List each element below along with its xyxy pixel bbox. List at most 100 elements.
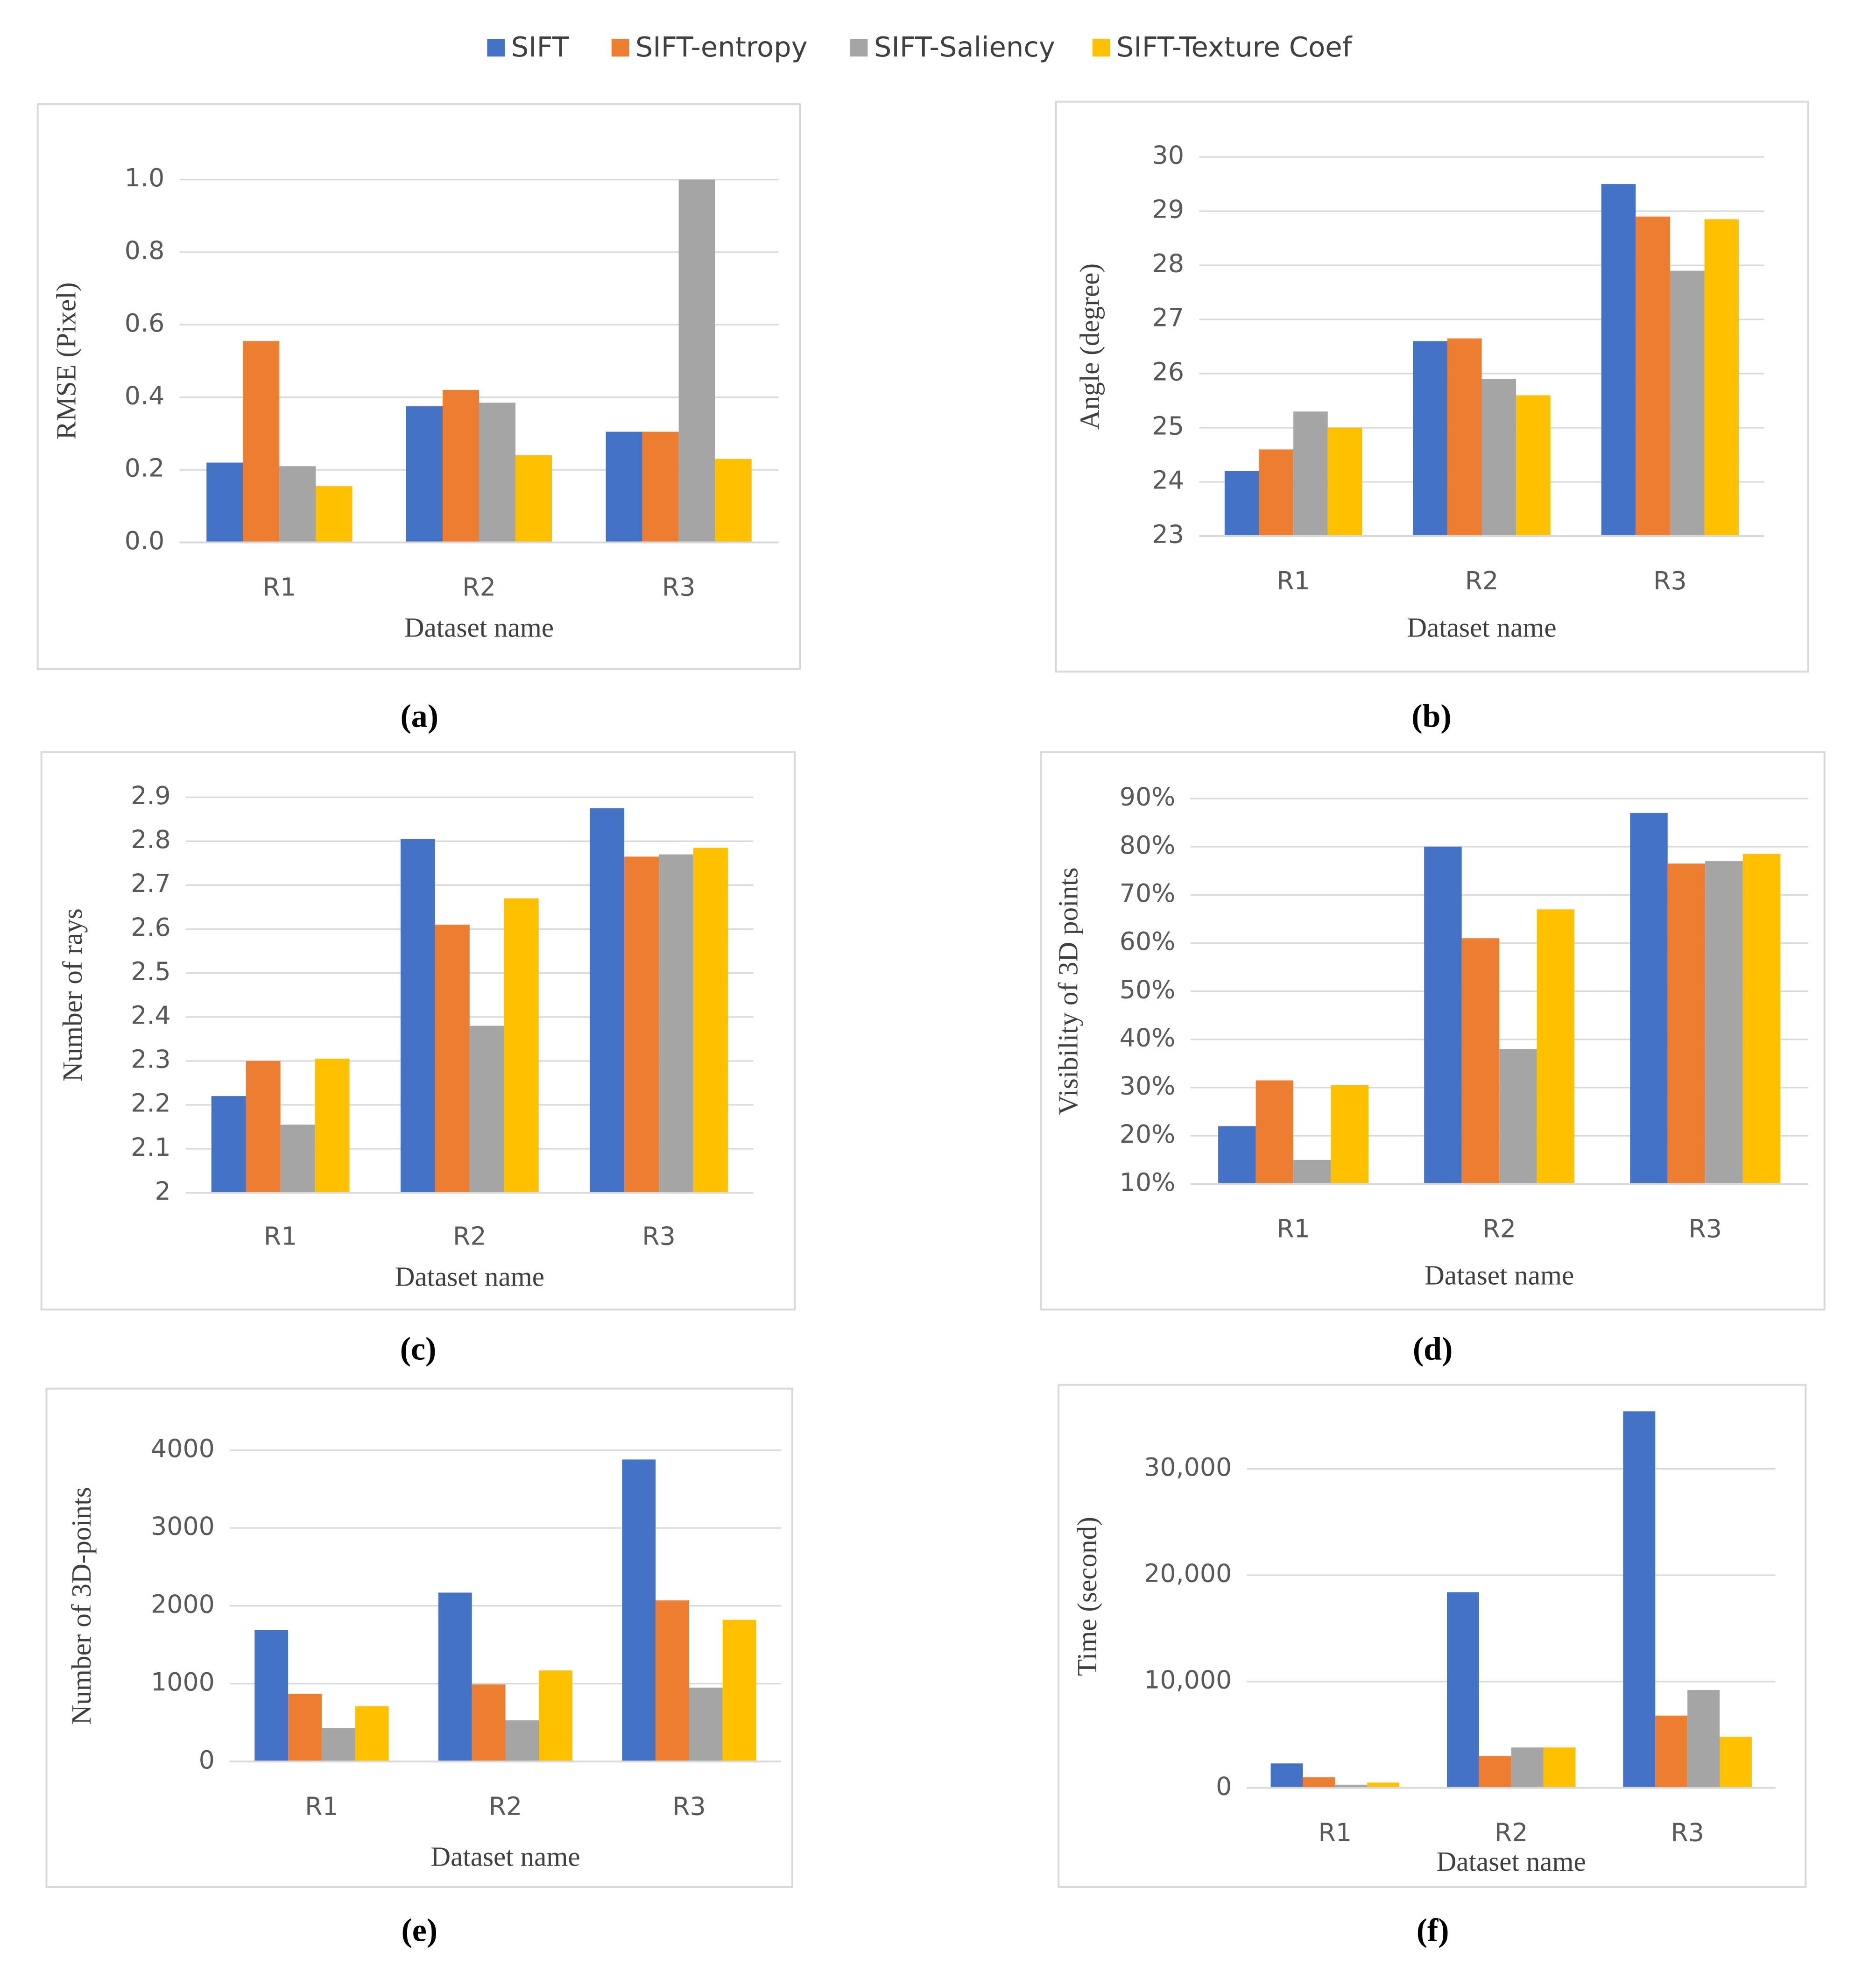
x-tick-label: R2: [1482, 1214, 1516, 1244]
bar: [1447, 338, 1482, 537]
legend-swatch: [487, 39, 505, 57]
bar: [479, 403, 516, 543]
y-tick-label: 0.0: [125, 526, 165, 555]
bar: [590, 808, 625, 1193]
bar: [1742, 854, 1781, 1184]
y-tick-label: 2.1: [131, 1132, 171, 1162]
bar: [211, 1096, 246, 1193]
x-tick-label: R3: [1671, 1818, 1704, 1847]
bar: [1259, 449, 1294, 537]
x-tick-label: R1: [264, 1222, 297, 1251]
panel-label: (b): [1411, 699, 1451, 735]
bar: [406, 406, 443, 543]
y-tick-label: 2000: [151, 1589, 215, 1619]
bar: [504, 898, 539, 1193]
x-tick-label: R1: [1277, 566, 1310, 595]
y-tick-label: 1.0: [125, 163, 165, 192]
x-tick-label: R3: [662, 573, 696, 602]
bar: [1424, 847, 1462, 1184]
bar: [206, 462, 243, 543]
legend-label: SIFT-Saliency: [874, 31, 1055, 63]
y-tick-label: 2.2: [131, 1089, 171, 1118]
bar: [1293, 411, 1328, 537]
bar: [1461, 938, 1500, 1184]
panel-label: (c): [400, 1331, 437, 1367]
bar: [715, 459, 752, 543]
y-tick-label: 2.8: [131, 825, 171, 854]
x-tick-label: R1: [1277, 1214, 1310, 1244]
y-tick-label: 0.6: [125, 308, 165, 338]
y-axis-title: Visibility of 3D points: [1053, 868, 1084, 1115]
y-axis-title: Time (second): [1072, 1517, 1102, 1676]
bar: [1293, 1160, 1331, 1184]
y-tick-label: 2.7: [131, 869, 171, 898]
y-tick-label: 20,000: [1144, 1559, 1232, 1588]
bar: [1623, 1411, 1656, 1788]
x-tick-label: R2: [462, 573, 496, 602]
bar: [400, 839, 435, 1193]
panel-frame: [36, 103, 801, 671]
bar: [1413, 341, 1447, 537]
y-tick-label: 2.9: [131, 781, 171, 810]
legend-swatch: [1092, 39, 1110, 57]
x-axis-title: Dataset name: [1407, 612, 1556, 643]
bar: [689, 1687, 723, 1762]
bar: [280, 1124, 315, 1193]
x-tick-label: R2: [489, 1791, 522, 1821]
bar: [1499, 1049, 1537, 1184]
y-tick-label: 0.4: [125, 381, 165, 410]
x-axis-title: Dataset name: [430, 1841, 580, 1872]
x-tick-label: R1: [305, 1791, 339, 1821]
bar: [321, 1728, 355, 1762]
y-tick-label: 2.3: [131, 1045, 171, 1074]
bar: [515, 455, 552, 543]
bar: [693, 848, 728, 1193]
legend-swatch: [850, 39, 868, 57]
bar: [254, 1630, 289, 1762]
y-tick-label: 2: [155, 1176, 171, 1206]
y-tick-label: 28: [1152, 249, 1184, 278]
x-tick-label: R1: [1319, 1818, 1352, 1847]
panel-label: (d): [1413, 1331, 1453, 1367]
bar: [624, 856, 659, 1193]
x-tick-label: R2: [453, 1222, 487, 1251]
bar: [1630, 813, 1668, 1184]
legend-label: SIFT-entropy: [635, 31, 808, 63]
x-tick-label: R1: [263, 573, 296, 602]
y-tick-label: 60%: [1120, 926, 1176, 956]
bar: [1255, 1080, 1294, 1184]
panel-frame: [1055, 100, 1809, 673]
y-tick-label: 30%: [1120, 1071, 1176, 1101]
y-tick-label: 30,000: [1144, 1452, 1232, 1482]
bar: [1516, 395, 1551, 537]
y-tick-label: 0: [1216, 1771, 1232, 1801]
bar: [1224, 471, 1259, 537]
y-axis-title: Number of rays: [57, 908, 88, 1082]
legend-swatch: [611, 39, 629, 57]
panel-label: (f): [1417, 1913, 1449, 1949]
y-tick-label: 2.4: [131, 1000, 171, 1030]
x-axis-title: Dataset name: [404, 612, 554, 643]
bar: [243, 341, 280, 543]
bar: [1270, 1763, 1303, 1788]
bar: [1537, 909, 1575, 1184]
bar: [1543, 1747, 1576, 1788]
bar: [678, 179, 715, 543]
bar: [1481, 379, 1516, 537]
y-axis-title: RMSE (Pixel): [50, 283, 81, 440]
bar: [435, 925, 470, 1193]
y-tick-label: 70%: [1120, 878, 1176, 908]
bar: [1218, 1126, 1256, 1184]
panel-frame: [1040, 751, 1826, 1311]
legend-label: SIFT-Texture Coef: [1116, 31, 1353, 63]
bar: [659, 854, 694, 1193]
bar: [1687, 1690, 1720, 1788]
y-tick-label: 2.5: [131, 956, 171, 986]
y-tick-label: 1000: [151, 1667, 215, 1697]
bar: [1636, 216, 1670, 537]
bar: [1655, 1715, 1688, 1788]
x-tick-label: R3: [1688, 1214, 1722, 1244]
legend-label: SIFT: [511, 31, 570, 63]
bar: [1446, 1592, 1479, 1788]
